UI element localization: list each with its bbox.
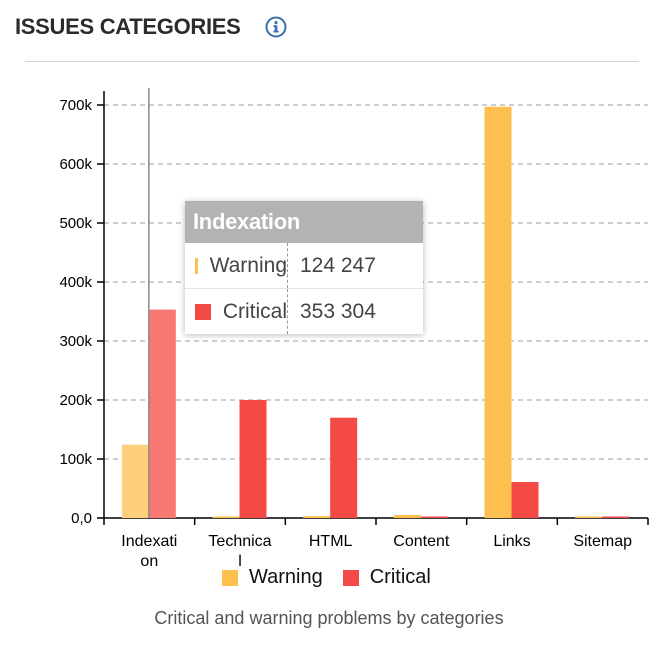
x-tick-label: Links <box>493 533 530 550</box>
tooltip-label-warning: Warning <box>209 253 287 277</box>
y-tick-label: 300k <box>59 333 92 350</box>
bar-critical-html <box>330 417 358 518</box>
bar-critical-links <box>511 482 539 518</box>
tooltip-swatch-warning <box>195 257 198 274</box>
bar-warning-html <box>303 516 331 518</box>
y-tick-label: 100k <box>59 451 92 468</box>
info-icon[interactable] <box>265 16 287 38</box>
page-title: ISSUES CATEGORIES <box>15 14 241 39</box>
bar-critical-technical <box>239 400 267 518</box>
header: ISSUES CATEGORIES <box>15 12 287 42</box>
bar-warning-sitemap <box>575 516 603 518</box>
tooltip-row-warning: Warning 124 247 <box>185 243 423 288</box>
x-tick-label: on <box>140 553 158 570</box>
x-tick-label: Indexati <box>121 533 177 550</box>
y-tick-label: 600k <box>59 156 92 173</box>
y-tick-label: 400k <box>59 274 92 291</box>
x-tick-label: HTML <box>309 533 353 550</box>
legend-item-warning[interactable]: Warning <box>222 566 323 589</box>
header-divider <box>25 61 639 62</box>
x-tick-label: Technica <box>208 533 271 550</box>
bar-critical-sitemap <box>602 516 630 518</box>
bar-warning-technical <box>212 516 240 518</box>
legend-item-critical[interactable]: Critical <box>342 566 431 589</box>
y-tick-label: 0,0 <box>71 510 92 527</box>
legend-swatch-critical <box>342 569 359 586</box>
bar-critical-content <box>420 516 448 518</box>
legend-swatch-warning <box>222 569 238 586</box>
bar-warning-content <box>393 515 421 518</box>
x-tick-label: Content <box>393 533 450 550</box>
legend-label-warning: Warning <box>249 566 323 588</box>
y-tick-label: 700k <box>59 97 92 114</box>
y-tick-label: 200k <box>59 392 92 409</box>
tooltip-swatch-critical <box>195 303 211 320</box>
chart-legend: Warning Critical <box>222 566 451 589</box>
bar-warning-links <box>484 106 512 518</box>
x-tick-label: l <box>238 553 242 570</box>
legend-label-critical: Critical <box>369 566 431 588</box>
chart-caption: Critical and warning problems by categor… <box>154 608 504 628</box>
bar-critical-indexation <box>148 309 176 518</box>
tooltip-value-warning: 124 247 <box>300 253 376 277</box>
y-tick-label: 500k <box>59 215 92 232</box>
bar-warning-indexation <box>121 444 149 518</box>
tooltip-value-critical: 353 304 <box>300 299 376 323</box>
x-tick-label: Sitemap <box>573 533 632 550</box>
chart-tooltip: Indexation Warning 124 247 Critical 353 … <box>185 201 423 334</box>
bar-chart: 0,0100k200k300k400k500k600k700kIndexatio… <box>59 88 649 570</box>
tooltip-title: Indexation <box>185 201 423 243</box>
tooltip-row-critical: Critical 353 304 <box>185 288 423 334</box>
tooltip-label-critical: Critical <box>222 299 287 323</box>
